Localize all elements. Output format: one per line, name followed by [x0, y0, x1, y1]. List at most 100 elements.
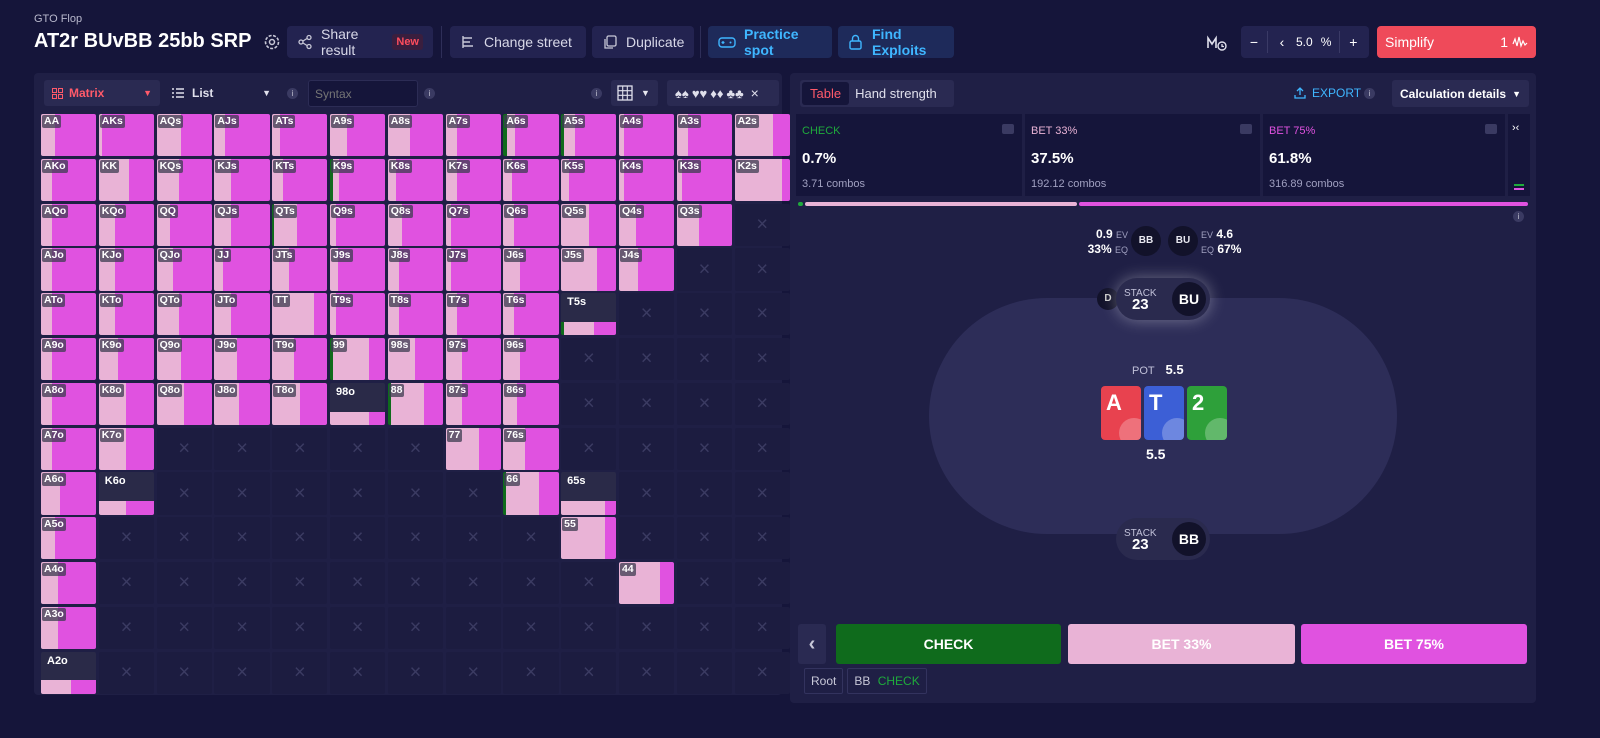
hand-cell[interactable]: 44 [618, 561, 675, 605]
bet75-stat[interactable]: BET 75% 61.8% 316.89 combos [1263, 114, 1505, 196]
empty-hand-cell[interactable] [272, 427, 328, 470]
empty-hand-cell[interactable] [445, 651, 501, 694]
hand-cell[interactable]: JTo [214, 293, 270, 336]
empty-hand-cell[interactable] [676, 606, 733, 650]
hand-cell[interactable]: QTs [272, 203, 328, 246]
calculation-details-select[interactable]: Calculation details ▼ [1392, 80, 1529, 107]
empty-hand-cell[interactable] [676, 382, 733, 426]
hand-cell[interactable]: J9s [329, 248, 386, 291]
tab-hand-strength[interactable]: Hand strength [855, 86, 937, 101]
hand-cell[interactable]: J6s [503, 248, 559, 291]
hand-cell[interactable]: A4o [41, 561, 97, 605]
empty-hand-cell[interactable] [329, 472, 386, 515]
change-street-button[interactable]: Change street [450, 26, 586, 58]
empty-hand-cell[interactable] [98, 651, 155, 694]
empty-hand-cell[interactable] [734, 382, 790, 426]
empty-hand-cell[interactable] [618, 651, 675, 694]
hand-cell[interactable]: 65s [561, 472, 617, 515]
hand-cell[interactable]: ATs [272, 114, 328, 157]
increase-button[interactable]: + [1349, 34, 1358, 50]
hand-cell[interactable]: Q8o [156, 382, 212, 426]
hand-cell[interactable]: 98s [387, 337, 444, 381]
hand-cell[interactable]: K6s [503, 158, 559, 202]
empty-hand-cell[interactable] [676, 248, 733, 291]
view-mode-select[interactable]: Matrix ▼ [44, 80, 160, 106]
hand-cell[interactable]: A6o [41, 472, 97, 515]
empty-hand-cell[interactable] [561, 561, 617, 605]
empty-hand-cell[interactable] [618, 517, 675, 560]
close-icon[interactable]: × [750, 85, 759, 101]
hand-cell[interactable]: Q6s [503, 203, 559, 246]
filter-icon[interactable] [1485, 124, 1497, 134]
tab-table[interactable]: Table [802, 82, 850, 105]
info-icon[interactable]: i [424, 88, 435, 99]
empty-hand-cell[interactable] [387, 606, 444, 650]
hand-cell[interactable]: TT [272, 293, 328, 336]
hand-cell[interactable]: JJ [214, 248, 270, 291]
practice-spot-button[interactable]: Practice spot [708, 26, 832, 58]
hand-cell[interactable]: 97s [445, 337, 501, 381]
empty-hand-cell[interactable] [734, 606, 790, 650]
hand-cell[interactable]: KQo [98, 203, 155, 246]
empty-hand-cell[interactable] [156, 517, 212, 560]
hand-cell[interactable]: QTo [156, 293, 212, 336]
check-stat[interactable]: CHECK 0.7% 3.71 combos [796, 114, 1022, 196]
hand-cell[interactable]: K5s [561, 158, 617, 202]
empty-hand-cell[interactable] [445, 561, 501, 605]
hand-cell[interactable]: A8s [387, 114, 444, 157]
empty-hand-cell[interactable] [503, 561, 559, 605]
hand-cell[interactable]: JTs [272, 248, 328, 291]
empty-hand-cell[interactable] [503, 517, 559, 560]
hand-cell[interactable]: Q8s [387, 203, 444, 246]
empty-hand-cell[interactable] [561, 651, 617, 694]
empty-hand-cell[interactable] [734, 203, 790, 246]
empty-hand-cell[interactable] [272, 472, 328, 515]
empty-hand-cell[interactable] [734, 517, 790, 560]
empty-hand-cell[interactable] [561, 606, 617, 650]
share-result-button[interactable]: Share result New [287, 26, 433, 58]
hand-cell[interactable]: AJs [214, 114, 270, 157]
hand-cell[interactable]: A3o [41, 606, 97, 650]
empty-hand-cell[interactable] [676, 472, 733, 515]
empty-hand-cell[interactable] [734, 651, 790, 694]
hand-cell[interactable]: A5o [41, 517, 97, 560]
empty-hand-cell[interactable] [387, 561, 444, 605]
hand-cell[interactable]: A9o [41, 337, 97, 381]
hand-cell[interactable]: T8o [272, 382, 328, 426]
empty-hand-cell[interactable] [272, 651, 328, 694]
empty-hand-cell[interactable] [445, 472, 501, 515]
empty-hand-cell[interactable] [329, 427, 386, 470]
hand-cell[interactable]: 87s [445, 382, 501, 426]
info-icon[interactable]: i [1513, 211, 1524, 222]
hand-cell[interactable]: Q5s [561, 203, 617, 246]
empty-hand-cell[interactable] [329, 606, 386, 650]
hand-cell[interactable]: 66 [503, 472, 559, 515]
step-value[interactable]: 5.0 [1296, 35, 1313, 49]
empty-hand-cell[interactable] [214, 517, 270, 560]
layout-select[interactable]: ▼ [611, 80, 658, 106]
empty-hand-cell[interactable] [214, 472, 270, 515]
empty-hand-cell[interactable] [561, 427, 617, 470]
hand-cell[interactable]: K7o [98, 427, 155, 470]
hand-cell[interactable]: K8o [98, 382, 155, 426]
simplify-button[interactable]: Simplify 1 [1377, 26, 1536, 58]
hand-cell[interactable]: ATo [41, 293, 97, 336]
empty-hand-cell[interactable] [503, 651, 559, 694]
hand-cell[interactable]: Q9s [329, 203, 386, 246]
empty-hand-cell[interactable] [618, 337, 675, 381]
gear-icon[interactable] [263, 33, 281, 51]
hand-cell[interactable]: A6s [503, 114, 559, 157]
empty-hand-cell[interactable] [98, 561, 155, 605]
empty-hand-cell[interactable] [561, 337, 617, 381]
hand-cell[interactable]: 77 [445, 427, 501, 470]
empty-hand-cell[interactable] [156, 427, 212, 470]
empty-hand-cell[interactable] [156, 606, 212, 650]
collapse-panel[interactable]: ›‹ [1508, 114, 1530, 196]
bb-seat[interactable]: STACK 23 BB [1116, 518, 1210, 560]
empty-hand-cell[interactable] [272, 561, 328, 605]
hand-cell[interactable]: T9s [329, 293, 386, 336]
hand-cell[interactable]: AKo [41, 158, 97, 202]
hand-cell[interactable]: K2s [734, 158, 790, 202]
hand-cell[interactable]: Q7s [445, 203, 501, 246]
hand-cell[interactable]: QQ [156, 203, 212, 246]
